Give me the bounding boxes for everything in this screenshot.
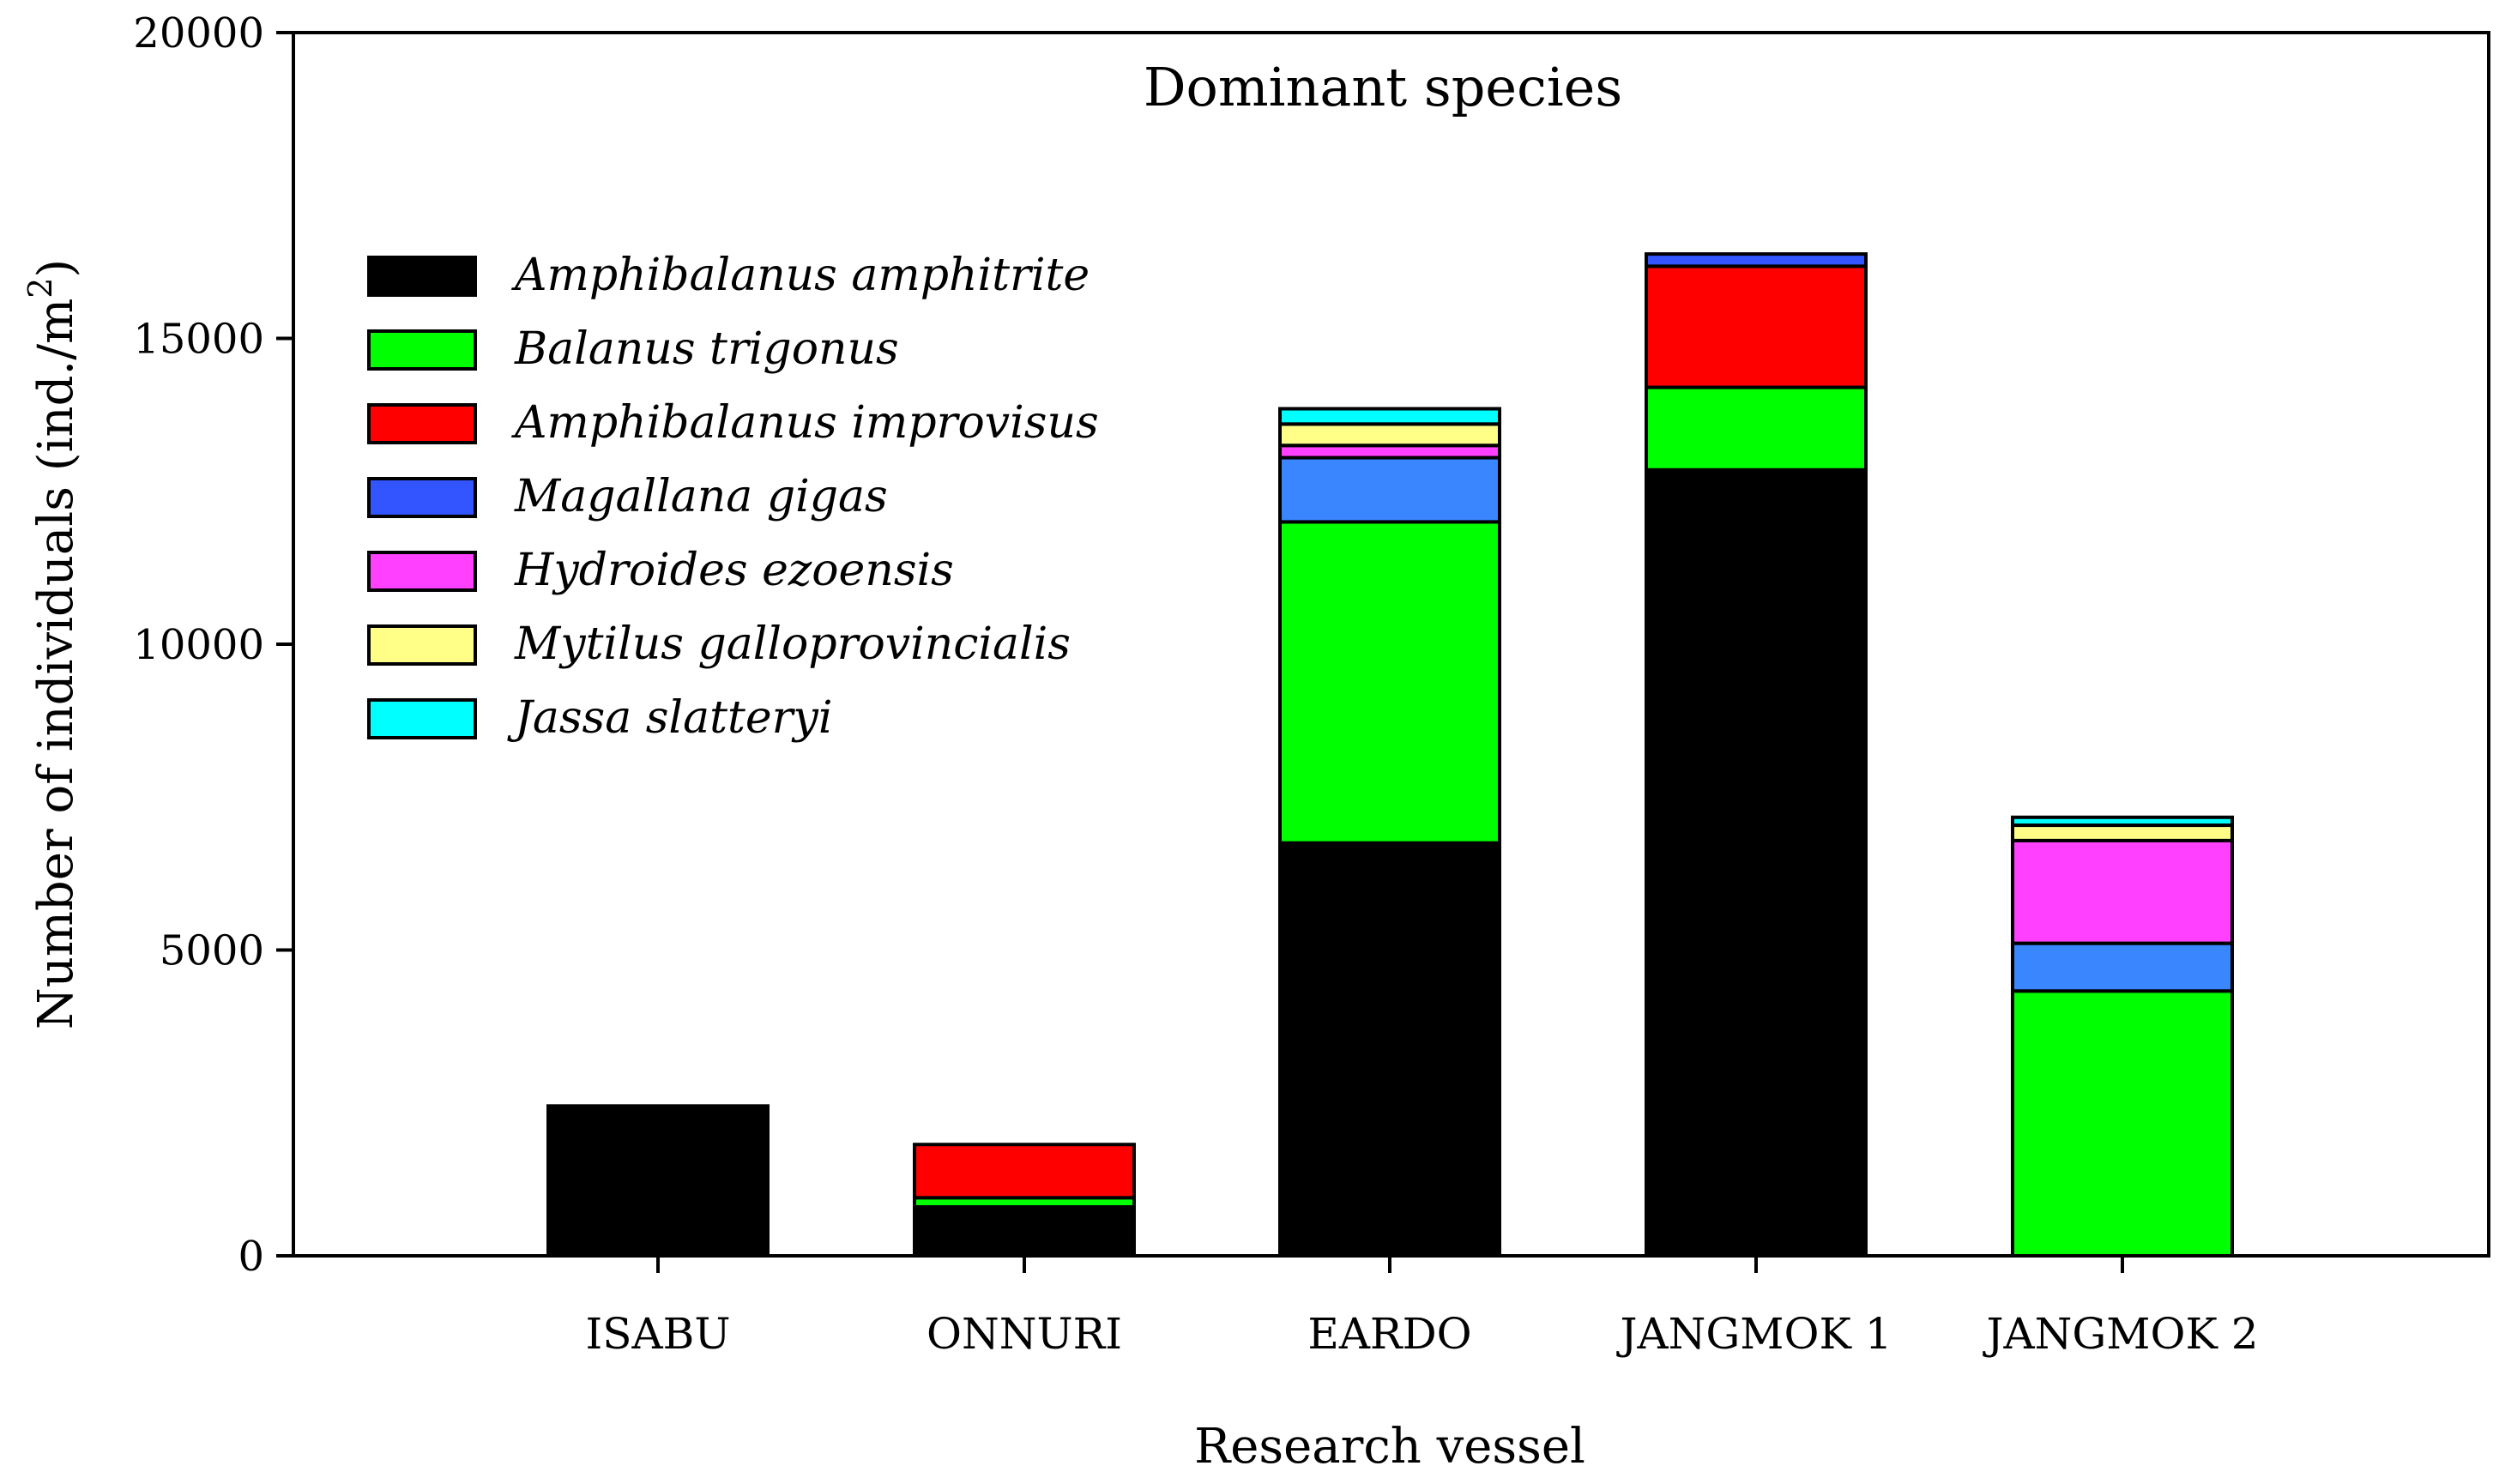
legend-swatch [367,403,477,444]
legend-label: Hydroides ezoensis [514,545,954,596]
bar-segment [2011,823,2234,842]
legend-swatch [367,551,477,592]
bar-segment [1278,407,1501,426]
chart-title: Dominant species [1144,56,1622,118]
axis-ticks: 0 5000 10000 15000 20000 ISABU ONNURI EARDO JANG… [133,9,2258,1359]
x-tick-label: JANGMOK 1 [1615,1309,1892,1359]
bar-segment [546,1104,770,1258]
y-tick-label: 5000 [160,927,264,975]
legend-label: Balanus trigonus [514,323,899,375]
legend-label: Amphibalanus improvisus [511,397,1099,449]
bar-segment [1278,443,1501,460]
legend-swatch [367,624,477,666]
y-axis-title-main: Number of individuals (ind./m [28,299,84,1029]
legend-label: Amphibalanus amphitrite [511,250,1090,301]
x-tick-label: ISABU [586,1309,731,1359]
bar-segment [1278,841,1501,1258]
bar-segment [2011,838,2234,945]
bars [546,252,2234,1258]
x-axis-title: Research vessel [1194,1419,1585,1475]
legend-label: Magallana gigas [514,471,888,522]
x-tick-label: ONNURI [927,1309,1122,1359]
x-tick-label: EARDO [1307,1309,1471,1359]
legend-swatch [367,477,477,518]
legend-label: Mytilus galloprovincialis [514,618,1071,670]
y-tick-label: 20000 [133,9,264,57]
bar-segment [913,1204,1136,1258]
y-axis-title-superscript: 2 [21,278,59,299]
bar-segment [2011,941,2234,993]
legend-swatch [367,256,477,297]
bar-segment [1278,520,1501,845]
bar-segment [1278,455,1501,524]
y-tick-label: 10000 [133,621,264,669]
y-axis-title: Number of individuals (ind./m2) [21,259,84,1030]
legend-label: Jassa slatteryi [507,692,833,744]
bar-segment [1645,252,1868,268]
bar-segment [2011,815,2234,828]
bar-segment [913,1143,1136,1200]
y-tick-label: 0 [238,1233,264,1281]
x-tick-label: JANGMOK 2 [1982,1309,2258,1359]
legend-swatch [367,698,477,739]
bar-segment [2011,989,2234,1258]
bar-segment [1278,422,1501,448]
legend-swatch [367,329,477,371]
bar-segment [1645,468,1868,1258]
bar-segment [1645,264,1868,389]
y-axis-title-suffix: ) [28,259,84,278]
legend: Amphibalanus amphitrite Balanus trigonus A… [367,250,1099,744]
bar-segment [1645,385,1868,472]
y-tick-label: 15000 [133,316,264,364]
